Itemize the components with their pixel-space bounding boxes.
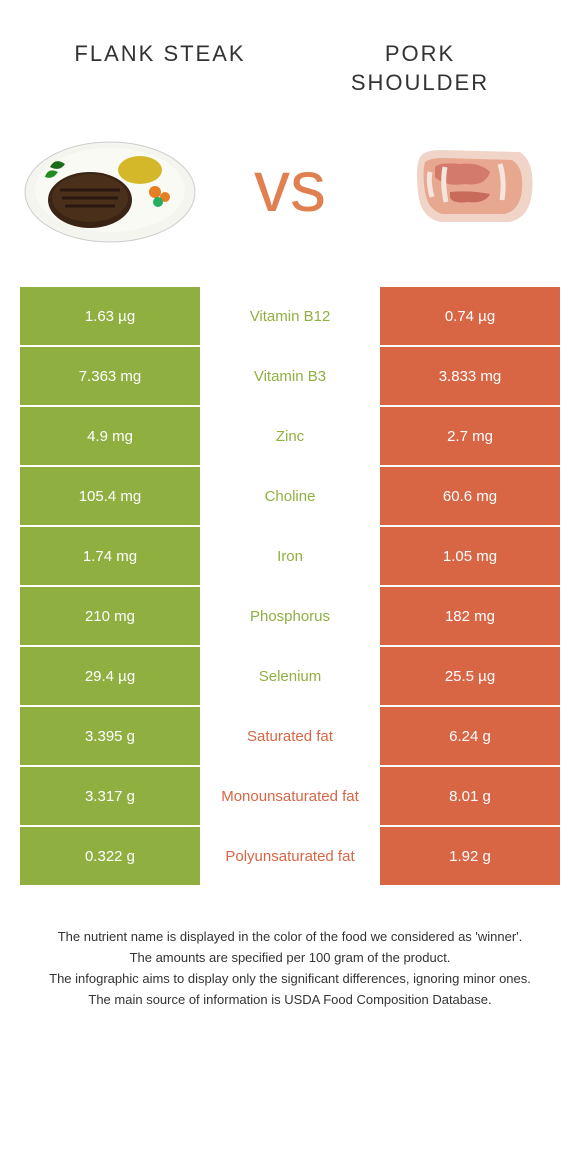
left-value-cell: 4.9 mg xyxy=(20,407,200,465)
right-value-cell: 1.05 mg xyxy=(380,527,560,585)
table-row: 1.63 µgVitamin B120.74 µg xyxy=(20,287,560,347)
table-row: 29.4 µgSelenium25.5 µg xyxy=(20,647,560,707)
flank-steak-image xyxy=(20,117,200,257)
footer-line-2: The amounts are specified per 100 gram o… xyxy=(20,948,560,969)
table-row: 3.395 gSaturated fat6.24 g xyxy=(20,707,560,767)
left-value-cell: 105.4 mg xyxy=(20,467,200,525)
right-value-cell: 1.92 g xyxy=(380,827,560,885)
nutrient-name-cell: Polyunsaturated fat xyxy=(200,827,380,885)
nutrient-name-cell: Iron xyxy=(200,527,380,585)
left-value-cell: 29.4 µg xyxy=(20,647,200,705)
footer-line-1: The nutrient name is displayed in the co… xyxy=(20,927,560,948)
right-food-title: PORK SHOULDER xyxy=(290,40,550,97)
pork-shoulder-image xyxy=(380,117,560,257)
nutrient-name-cell: Vitamin B12 xyxy=(200,287,380,345)
left-value-cell: 1.74 mg xyxy=(20,527,200,585)
nutrient-name-cell: Selenium xyxy=(200,647,380,705)
table-row: 4.9 mgZinc2.7 mg xyxy=(20,407,560,467)
left-value-cell: 3.317 g xyxy=(20,767,200,825)
table-row: 105.4 mgCholine60.6 mg xyxy=(20,467,560,527)
right-value-cell: 8.01 g xyxy=(380,767,560,825)
right-value-cell: 0.74 µg xyxy=(380,287,560,345)
pork-cut-icon xyxy=(390,122,550,252)
right-value-cell: 6.24 g xyxy=(380,707,560,765)
table-row: 210 mgPhosphorus182 mg xyxy=(20,587,560,647)
right-value-cell: 182 mg xyxy=(380,587,560,645)
nutrient-name-cell: Vitamin B3 xyxy=(200,347,380,405)
table-row: 3.317 gMonounsaturated fat8.01 g xyxy=(20,767,560,827)
right-value-cell: 2.7 mg xyxy=(380,407,560,465)
comparison-table: 1.63 µgVitamin B120.74 µg7.363 mgVitamin… xyxy=(20,287,560,887)
header-left: FLANK STEAK xyxy=(30,40,290,69)
left-food-title: FLANK STEAK xyxy=(30,40,290,69)
left-value-cell: 1.63 µg xyxy=(20,287,200,345)
footer-line-4: The main source of information is USDA F… xyxy=(20,990,560,1011)
right-value-cell: 3.833 mg xyxy=(380,347,560,405)
left-value-cell: 3.395 g xyxy=(20,707,200,765)
right-value-cell: 60.6 mg xyxy=(380,467,560,525)
nutrient-name-cell: Choline xyxy=(200,467,380,525)
images-row: vs xyxy=(0,107,580,287)
header-row: FLANK STEAK PORK SHOULDER xyxy=(0,0,580,107)
nutrient-name-cell: Zinc xyxy=(200,407,380,465)
steak-plate-icon xyxy=(20,122,200,252)
left-value-cell: 210 mg xyxy=(20,587,200,645)
nutrient-name-cell: Saturated fat xyxy=(200,707,380,765)
table-row: 7.363 mgVitamin B33.833 mg xyxy=(20,347,560,407)
footer-notes: The nutrient name is displayed in the co… xyxy=(20,927,560,1010)
nutrient-name-cell: Phosphorus xyxy=(200,587,380,645)
footer-line-3: The infographic aims to display only the… xyxy=(20,969,560,990)
table-row: 1.74 mgIron1.05 mg xyxy=(20,527,560,587)
left-value-cell: 0.322 g xyxy=(20,827,200,885)
left-value-cell: 7.363 mg xyxy=(20,347,200,405)
header-right: PORK SHOULDER xyxy=(290,40,550,97)
nutrient-name-cell: Monounsaturated fat xyxy=(200,767,380,825)
vs-label: vs xyxy=(254,146,326,228)
right-value-cell: 25.5 µg xyxy=(380,647,560,705)
table-row: 0.322 gPolyunsaturated fat1.92 g xyxy=(20,827,560,887)
